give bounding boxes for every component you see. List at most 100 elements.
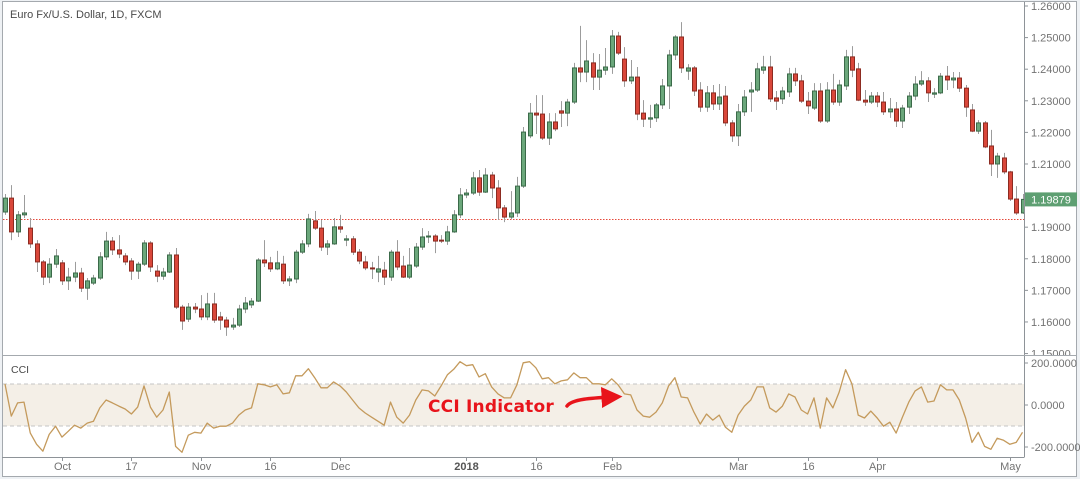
candle xyxy=(926,77,931,103)
candle-body-up xyxy=(648,117,653,120)
price-pane[interactable] xyxy=(3,22,1026,336)
candle-body-up xyxy=(521,131,526,187)
candle-body-down xyxy=(553,121,558,130)
candle-body-down xyxy=(774,97,779,102)
candle-body-down xyxy=(578,67,583,73)
candle xyxy=(584,40,589,83)
candle-body-down xyxy=(382,269,387,278)
candle xyxy=(287,276,292,286)
candle-body-up xyxy=(547,121,552,139)
cci-axis-label: 200.0000 xyxy=(1031,358,1077,370)
candle-body-up xyxy=(205,303,210,318)
last-price-label: 1.19879 xyxy=(1025,192,1077,207)
candle-body-down xyxy=(148,242,153,268)
candle-body-down xyxy=(692,67,697,92)
candle-body-down xyxy=(698,89,703,108)
candle xyxy=(610,30,615,74)
candle xyxy=(692,66,697,97)
candle-body-down xyxy=(313,220,318,229)
candle xyxy=(249,297,254,309)
candle xyxy=(591,53,596,91)
price-axis-label: 1.17000 xyxy=(1031,285,1071,297)
candle xyxy=(54,248,59,268)
candle xyxy=(995,152,1000,178)
time-axis[interactable]: Oct 17 Nov 16 Dec 2018 16 Feb Mar 16 Apr May xyxy=(54,457,1021,474)
candle xyxy=(755,62,760,92)
cci-axis[interactable]: 200.0000 0.0000 -200.0000 xyxy=(1024,358,1080,454)
candle xyxy=(471,171,476,195)
candle xyxy=(47,258,52,284)
candle xyxy=(174,248,179,310)
candle xyxy=(528,103,533,139)
candle-body-up xyxy=(85,280,90,289)
candle-body-up xyxy=(243,302,248,310)
candle-body-down xyxy=(863,99,868,103)
cci-pane[interactable] xyxy=(3,361,1024,453)
candle xyxy=(698,82,703,112)
candle-body-down xyxy=(926,80,931,94)
candle xyxy=(989,129,994,176)
candle-body-down xyxy=(850,56,855,71)
candle-body-down xyxy=(540,113,545,139)
candle xyxy=(193,303,198,314)
candle-body-up xyxy=(332,226,337,245)
candle xyxy=(395,240,400,271)
candle xyxy=(73,261,78,283)
candle xyxy=(28,218,33,249)
candle xyxy=(1002,152,1007,175)
candle-body-down xyxy=(477,177,482,193)
last-price-badge xyxy=(1025,192,1077,207)
candle xyxy=(534,95,539,134)
candle-body-up xyxy=(654,104,659,119)
candle xyxy=(407,248,412,279)
candle xyxy=(825,82,830,123)
candle-body-up xyxy=(572,67,577,103)
candle xyxy=(426,230,431,243)
candle xyxy=(433,234,438,254)
candle-body-up xyxy=(464,192,469,196)
candle xyxy=(938,72,943,95)
candle-body-up xyxy=(186,306,191,320)
candle xyxy=(161,267,166,280)
candle-body-down xyxy=(945,75,950,81)
candle xyxy=(306,213,311,248)
candle xyxy=(983,121,988,149)
candle-body-up xyxy=(54,255,59,265)
candle xyxy=(844,49,849,91)
candle xyxy=(148,241,153,273)
candle-body-down xyxy=(212,303,217,321)
candle-body-up xyxy=(22,212,27,216)
candle-body-down xyxy=(723,95,728,124)
candle xyxy=(91,274,96,285)
candle xyxy=(41,260,46,285)
candle xyxy=(863,90,868,106)
candle-body-up xyxy=(389,251,394,278)
candle-body-up xyxy=(161,271,166,277)
candle-body-down xyxy=(989,145,994,165)
candle xyxy=(919,71,924,86)
candle xyxy=(338,214,343,233)
candle xyxy=(616,31,621,55)
candle xyxy=(275,250,280,271)
candle xyxy=(831,73,836,105)
candle xyxy=(344,235,349,247)
candle xyxy=(875,91,880,108)
candle xyxy=(325,240,330,255)
candle xyxy=(907,91,912,115)
candle xyxy=(641,100,646,128)
candle xyxy=(565,98,570,127)
candle-body-down xyxy=(894,108,899,122)
time-axis-label: Feb xyxy=(603,461,622,473)
candle-body-up xyxy=(749,89,754,93)
candle xyxy=(382,261,387,285)
candle-body-down xyxy=(28,227,33,245)
candle xyxy=(578,25,583,83)
price-axis[interactable]: 1.26000 1.25000 1.24000 1.23000 1.22000 1.210… xyxy=(1025,1,1071,361)
candle-body-down xyxy=(262,259,267,264)
candle-body-down xyxy=(679,36,684,69)
candle xyxy=(932,88,937,98)
candle-body-up xyxy=(951,77,956,81)
candle xyxy=(452,210,457,233)
candle xyxy=(129,258,134,280)
